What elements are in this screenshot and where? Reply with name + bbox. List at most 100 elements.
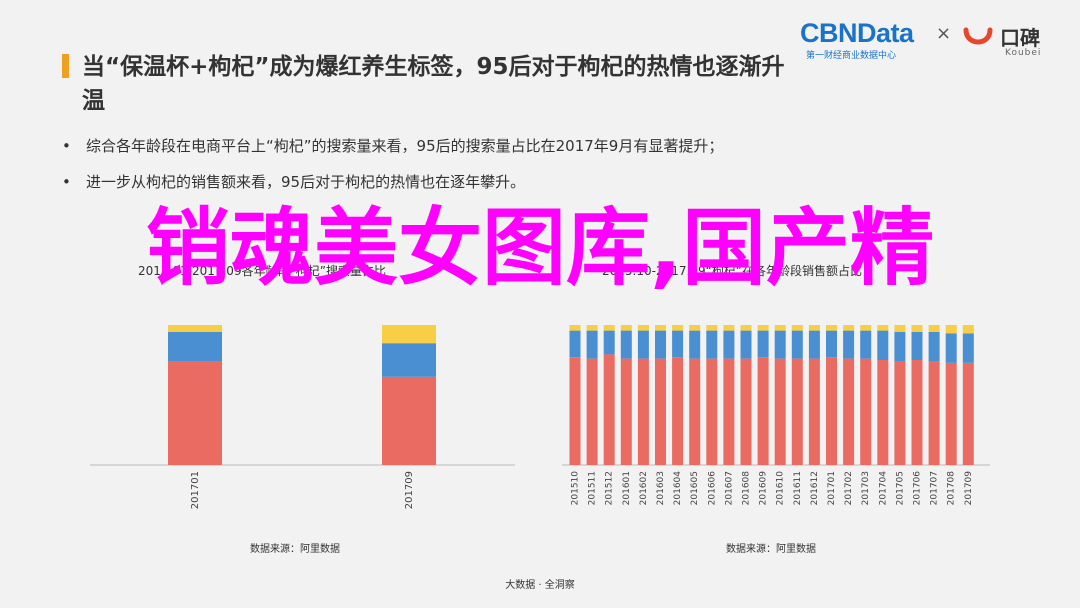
- x-tick-label: 201608: [742, 471, 752, 506]
- title-accent-bar: [62, 54, 69, 78]
- right-chart-title: 2015.10-2017.09“枸杞”在各年龄段销售额占比: [602, 264, 863, 278]
- bar-segment: [945, 325, 957, 334]
- left-chart: 201701 201709: [90, 325, 515, 509]
- bar-segment: [603, 354, 615, 465]
- bar-segment: [168, 361, 222, 465]
- x-tick-label: 201706: [913, 471, 923, 506]
- bar-segment: [808, 358, 820, 465]
- bar-segment: [928, 325, 940, 332]
- bar-segment: [706, 358, 718, 465]
- bar-segment: [655, 325, 666, 331]
- bar-segment: [826, 357, 837, 465]
- x-tick-label: 201604: [673, 471, 683, 506]
- bar-segment: [877, 330, 889, 360]
- bar-segment: [637, 358, 649, 465]
- bar-segment: [774, 358, 786, 465]
- x-tick-label: 201609: [759, 471, 769, 506]
- bar-segment: [723, 358, 735, 465]
- bar-segment: [791, 330, 803, 359]
- x-tick-label: 201708: [947, 471, 957, 506]
- x-tick-label: 201701: [190, 471, 201, 509]
- bar-segment: [808, 330, 820, 359]
- bar-segment: [826, 325, 837, 331]
- bar-segment: [569, 325, 581, 331]
- x-tick-label: 201705: [895, 471, 905, 505]
- bar-segment: [620, 330, 632, 359]
- bar-segment: [168, 332, 222, 362]
- bar-segment: [672, 357, 684, 465]
- bar-segment: [843, 330, 855, 359]
- bar-segment: [962, 362, 974, 465]
- bar-segment: [945, 362, 957, 465]
- bar-segment: [894, 361, 906, 465]
- bar-segment: [774, 330, 786, 359]
- bar-segment: [603, 330, 615, 355]
- x-tick-label: 201704: [878, 471, 888, 506]
- left-chart-title: 2017.01-2017.09各年龄段“枸杞”搜索量占比: [138, 264, 387, 278]
- bar-segment: [928, 361, 940, 465]
- x-tick-label: 201709: [404, 471, 415, 509]
- bullet-item: 进一步从枸杞的销售额来看，95后对于枸杞的热情也在逐年攀升。: [60, 164, 960, 200]
- overlay-watermark-text: 销魂美女图库,国产精: [146, 199, 934, 297]
- bar-segment: [569, 357, 581, 465]
- x-tick-label: 201702: [844, 471, 854, 505]
- bar-segment: [911, 360, 923, 465]
- bar-segment: [740, 358, 752, 465]
- bar-segment: [774, 325, 786, 331]
- x-tick-label: 201511: [588, 471, 598, 505]
- bullet-list: 综合各年龄段在电商平台上“枸杞”的搜索量来看，95后的搜索量占比在2017年9月…: [60, 128, 960, 200]
- x-tick-label: 201612: [810, 471, 820, 505]
- bar-segment: [860, 358, 872, 465]
- cbndata-subtitle: 第一财经商业数据中心: [806, 51, 897, 61]
- bar-segment: [877, 325, 889, 331]
- bar-segment: [757, 330, 769, 358]
- bar-segment: [843, 325, 855, 331]
- logo-group: CBNData 第一财经商业数据中心 × 口碑 Koubei: [800, 18, 1060, 64]
- bar-segment: [382, 325, 436, 344]
- bar-segment: [791, 358, 803, 465]
- left-chart-source: 数据来源：阿里数据: [250, 544, 340, 555]
- bar-segment: [723, 325, 735, 331]
- bar-segment: [826, 330, 837, 358]
- right-chart-source: 数据来源：阿里数据: [726, 544, 816, 555]
- right-chart: 201510 201511 201512 201601 201602 201603 2016…: [562, 325, 990, 506]
- bar-segment: [672, 325, 684, 331]
- bar-segment: [689, 330, 701, 359]
- bar-segment: [637, 325, 649, 331]
- bullet-item: 综合各年龄段在电商平台上“枸杞”的搜索量来看，95后的搜索量占比在2017年9月…: [60, 128, 960, 164]
- bar-segment: [740, 330, 752, 359]
- cbndata-logo: CBNData: [800, 18, 914, 48]
- bar-segment: [382, 376, 436, 465]
- bar-segment: [928, 332, 940, 362]
- bar-segment: [945, 333, 957, 363]
- bar-segment: [757, 357, 769, 465]
- bar-segment: [689, 358, 701, 465]
- x-tick-label: 201610: [776, 471, 786, 506]
- bar-segment: [603, 325, 615, 331]
- x-tick-label: 201703: [861, 471, 871, 505]
- bar-segment: [168, 325, 222, 332]
- page-title: 当“保温杯+枸杞”成为爆红养生标签，95后对于枸杞的热情也逐渐升温: [82, 54, 785, 114]
- x-tick-label: 201510: [571, 471, 581, 506]
- bar-segment: [740, 325, 752, 331]
- bar-segment: [962, 333, 974, 363]
- bar-segment: [620, 325, 632, 331]
- bar-segment: [877, 360, 889, 465]
- bar-segment: [860, 325, 872, 331]
- bar-segment: [586, 358, 598, 465]
- bar-segment: [586, 330, 598, 359]
- bar-segment: [382, 343, 436, 377]
- bar-segment: [894, 325, 906, 332]
- bar-segment: [962, 325, 974, 334]
- logo-separator: ×: [936, 23, 952, 44]
- x-tick-label: 201603: [656, 471, 666, 505]
- bar-segment: [723, 330, 735, 359]
- bar-segment: [808, 325, 820, 331]
- x-tick-label: 201707: [930, 471, 940, 505]
- koubei-logo-icon: [963, 27, 993, 45]
- x-tick-label: 201605: [690, 471, 700, 505]
- bar-segment: [637, 330, 649, 359]
- bar-segment: [860, 330, 872, 359]
- x-tick-label: 201602: [639, 471, 649, 505]
- x-tick-label: 201607: [724, 471, 734, 505]
